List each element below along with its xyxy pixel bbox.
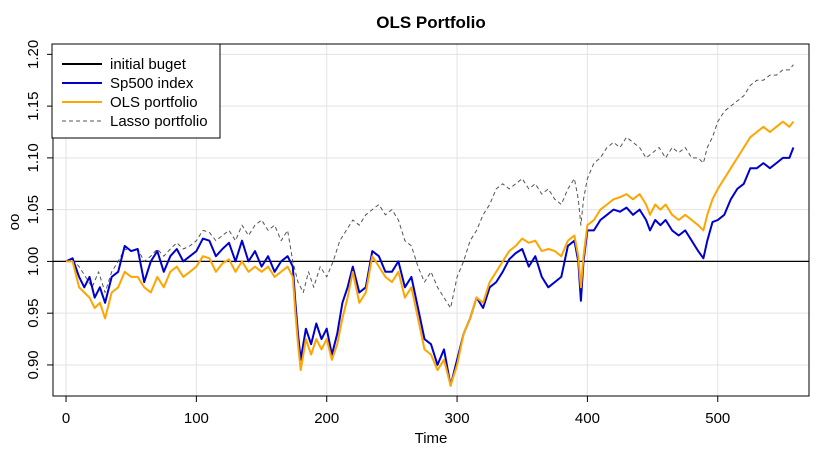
x-axis-label: Time [415, 430, 448, 447]
y-axis: 0.90 0.95 1.00 1.05 1.10 1.15 1.20 [25, 40, 54, 380]
legend-item-lasso-portfolio: Lasso portfolio [62, 113, 208, 130]
series-line-sp500-index [65, 147, 795, 387]
y-tick-label: 1.15 [25, 92, 42, 121]
legend-label: Sp500 index [110, 75, 194, 92]
x-tick-label: 100 [184, 410, 209, 427]
legend-label: Lasso portfolio [110, 113, 208, 130]
y-tick-label: 0.90 [25, 350, 42, 379]
y-tick-label: 1.20 [25, 40, 42, 69]
y-axis-label: oo [6, 214, 23, 231]
x-tick-label: 0 [62, 410, 70, 427]
legend-label: initial buget [110, 56, 187, 73]
legend-box [51, 43, 221, 139]
legend: initial buget Sp500 index OLS portfolio … [51, 43, 221, 139]
x-tick-label: 500 [705, 410, 730, 427]
chart-title: OLS Portfolio [376, 13, 486, 32]
y-tick-label: 1.00 [25, 247, 42, 276]
series-line-lasso-portfolio [65, 64, 794, 309]
y-tick-label: 0.95 [25, 299, 42, 328]
x-tick-label: 200 [314, 410, 339, 427]
y-tick-label: 1.05 [25, 195, 42, 224]
y-tick-label: 1.10 [25, 143, 42, 172]
x-axis: 0 100 200 300 400 500 [62, 395, 730, 427]
x-tick-label: 400 [575, 410, 600, 427]
series-layer [65, 64, 795, 387]
legend-item-initial-buget: initial buget [62, 56, 187, 73]
legend-label: OLS portfolio [110, 94, 198, 111]
series-line-ols-portfolio [66, 120, 795, 387]
legend-item-sp500-index: Sp500 index [62, 75, 194, 92]
x-tick-label: 300 [445, 410, 470, 427]
legend-item-ols-portfolio: OLS portfolio [62, 94, 198, 111]
